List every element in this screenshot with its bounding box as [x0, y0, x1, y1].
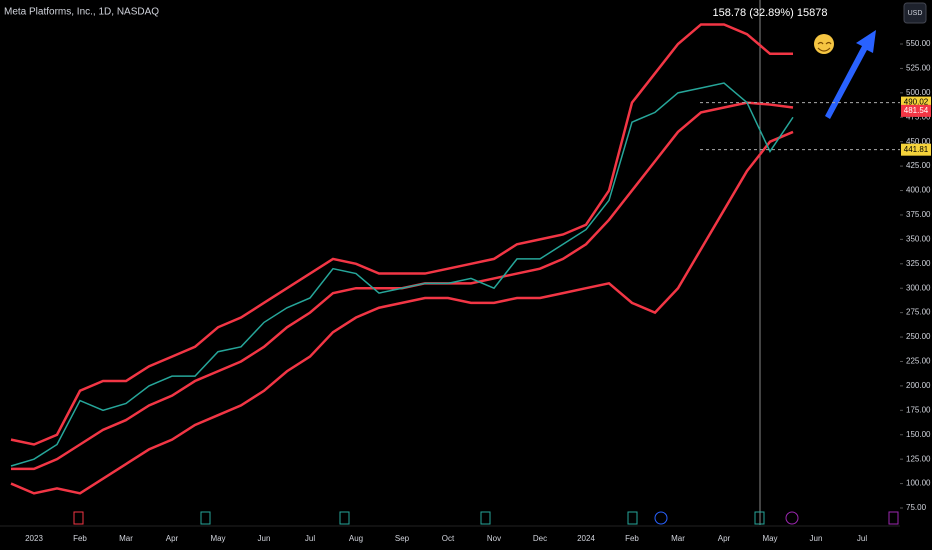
earnings-icon — [627, 511, 638, 525]
x-tick-label: May — [762, 534, 777, 543]
earnings-icon — [339, 511, 350, 525]
earnings-icon — [73, 511, 84, 525]
currency-button[interactable] — [903, 2, 927, 24]
x-tick-label: Apr — [166, 534, 179, 543]
y-tick-label: 550.00 — [906, 39, 931, 48]
price-label-bg — [901, 143, 931, 156]
y-tick-label: 200.00 — [906, 381, 931, 390]
x-tick-label: Sep — [395, 534, 410, 543]
chart-title: Meta Platforms, Inc., 1D, NASDAQ — [4, 7, 159, 18]
y-tick-label: 300.00 — [906, 283, 931, 292]
x-tick-label: Feb — [73, 534, 87, 543]
y-tick-label: 100.00 — [906, 479, 931, 488]
x-tick-label: Mar — [119, 534, 133, 543]
x-tick-label: Oct — [442, 534, 455, 543]
x-tick-label: Jun — [258, 534, 271, 543]
dividend-icon — [654, 511, 668, 525]
y-tick-label: 125.00 — [906, 454, 931, 463]
earnings-icon — [888, 511, 899, 525]
x-tick-label: May — [210, 534, 225, 543]
split-icon — [785, 511, 799, 525]
series-line — [10, 130, 794, 495]
y-tick-label: 175.00 — [906, 405, 931, 414]
y-tick-label: 425.00 — [906, 161, 931, 170]
annotation: 158.78 (32.89%) 15878 — [713, 7, 828, 19]
event-icons — [73, 511, 899, 525]
x-tick-label: Nov — [487, 534, 501, 543]
y-tick-label: 250.00 — [906, 332, 931, 341]
y-tick-label: 375.00 — [906, 210, 931, 219]
x-tick-label: 2024 — [577, 534, 595, 543]
x-tick-label: Jul — [305, 534, 315, 543]
x-tick-label: Mar — [671, 534, 685, 543]
y-tick-label: 150.00 — [906, 430, 931, 439]
series-line — [10, 23, 793, 446]
price-label: 441.81 — [904, 145, 929, 154]
x-tick-label: Feb — [625, 534, 639, 543]
earnings-icon — [754, 511, 765, 525]
y-tick-label: 500.00 — [906, 88, 931, 97]
y-tick-label: 225.00 — [906, 357, 931, 366]
x-tick-label: Jun — [810, 534, 823, 543]
price-label: 481.54 — [904, 106, 929, 115]
price-label: 490.02 — [904, 98, 929, 107]
currency-label: USD — [908, 10, 923, 17]
y-tick-label: 325.00 — [906, 259, 931, 268]
y-tick-label: 450.00 — [906, 137, 931, 146]
y-tick-label: 525.00 — [906, 64, 931, 73]
y-tick-label: 75.00 — [906, 503, 927, 512]
x-tick-label: Apr — [718, 534, 731, 543]
price-label-bg — [901, 104, 931, 117]
x-tick-label: 2023 — [25, 534, 43, 543]
emoji-face — [817, 41, 832, 52]
earnings-icon — [200, 511, 211, 525]
x-tick-label: Aug — [349, 534, 363, 543]
series-line — [10, 82, 794, 467]
x-tick-label: Jul — [857, 534, 867, 543]
y-tick-label: 350.00 — [906, 234, 931, 243]
x-tick-label: Dec — [533, 534, 547, 543]
arrow — [825, 30, 876, 119]
earnings-icon — [480, 511, 491, 525]
y-tick-label: 275.00 — [906, 308, 931, 317]
y-tick-label: 400.00 — [906, 186, 931, 195]
